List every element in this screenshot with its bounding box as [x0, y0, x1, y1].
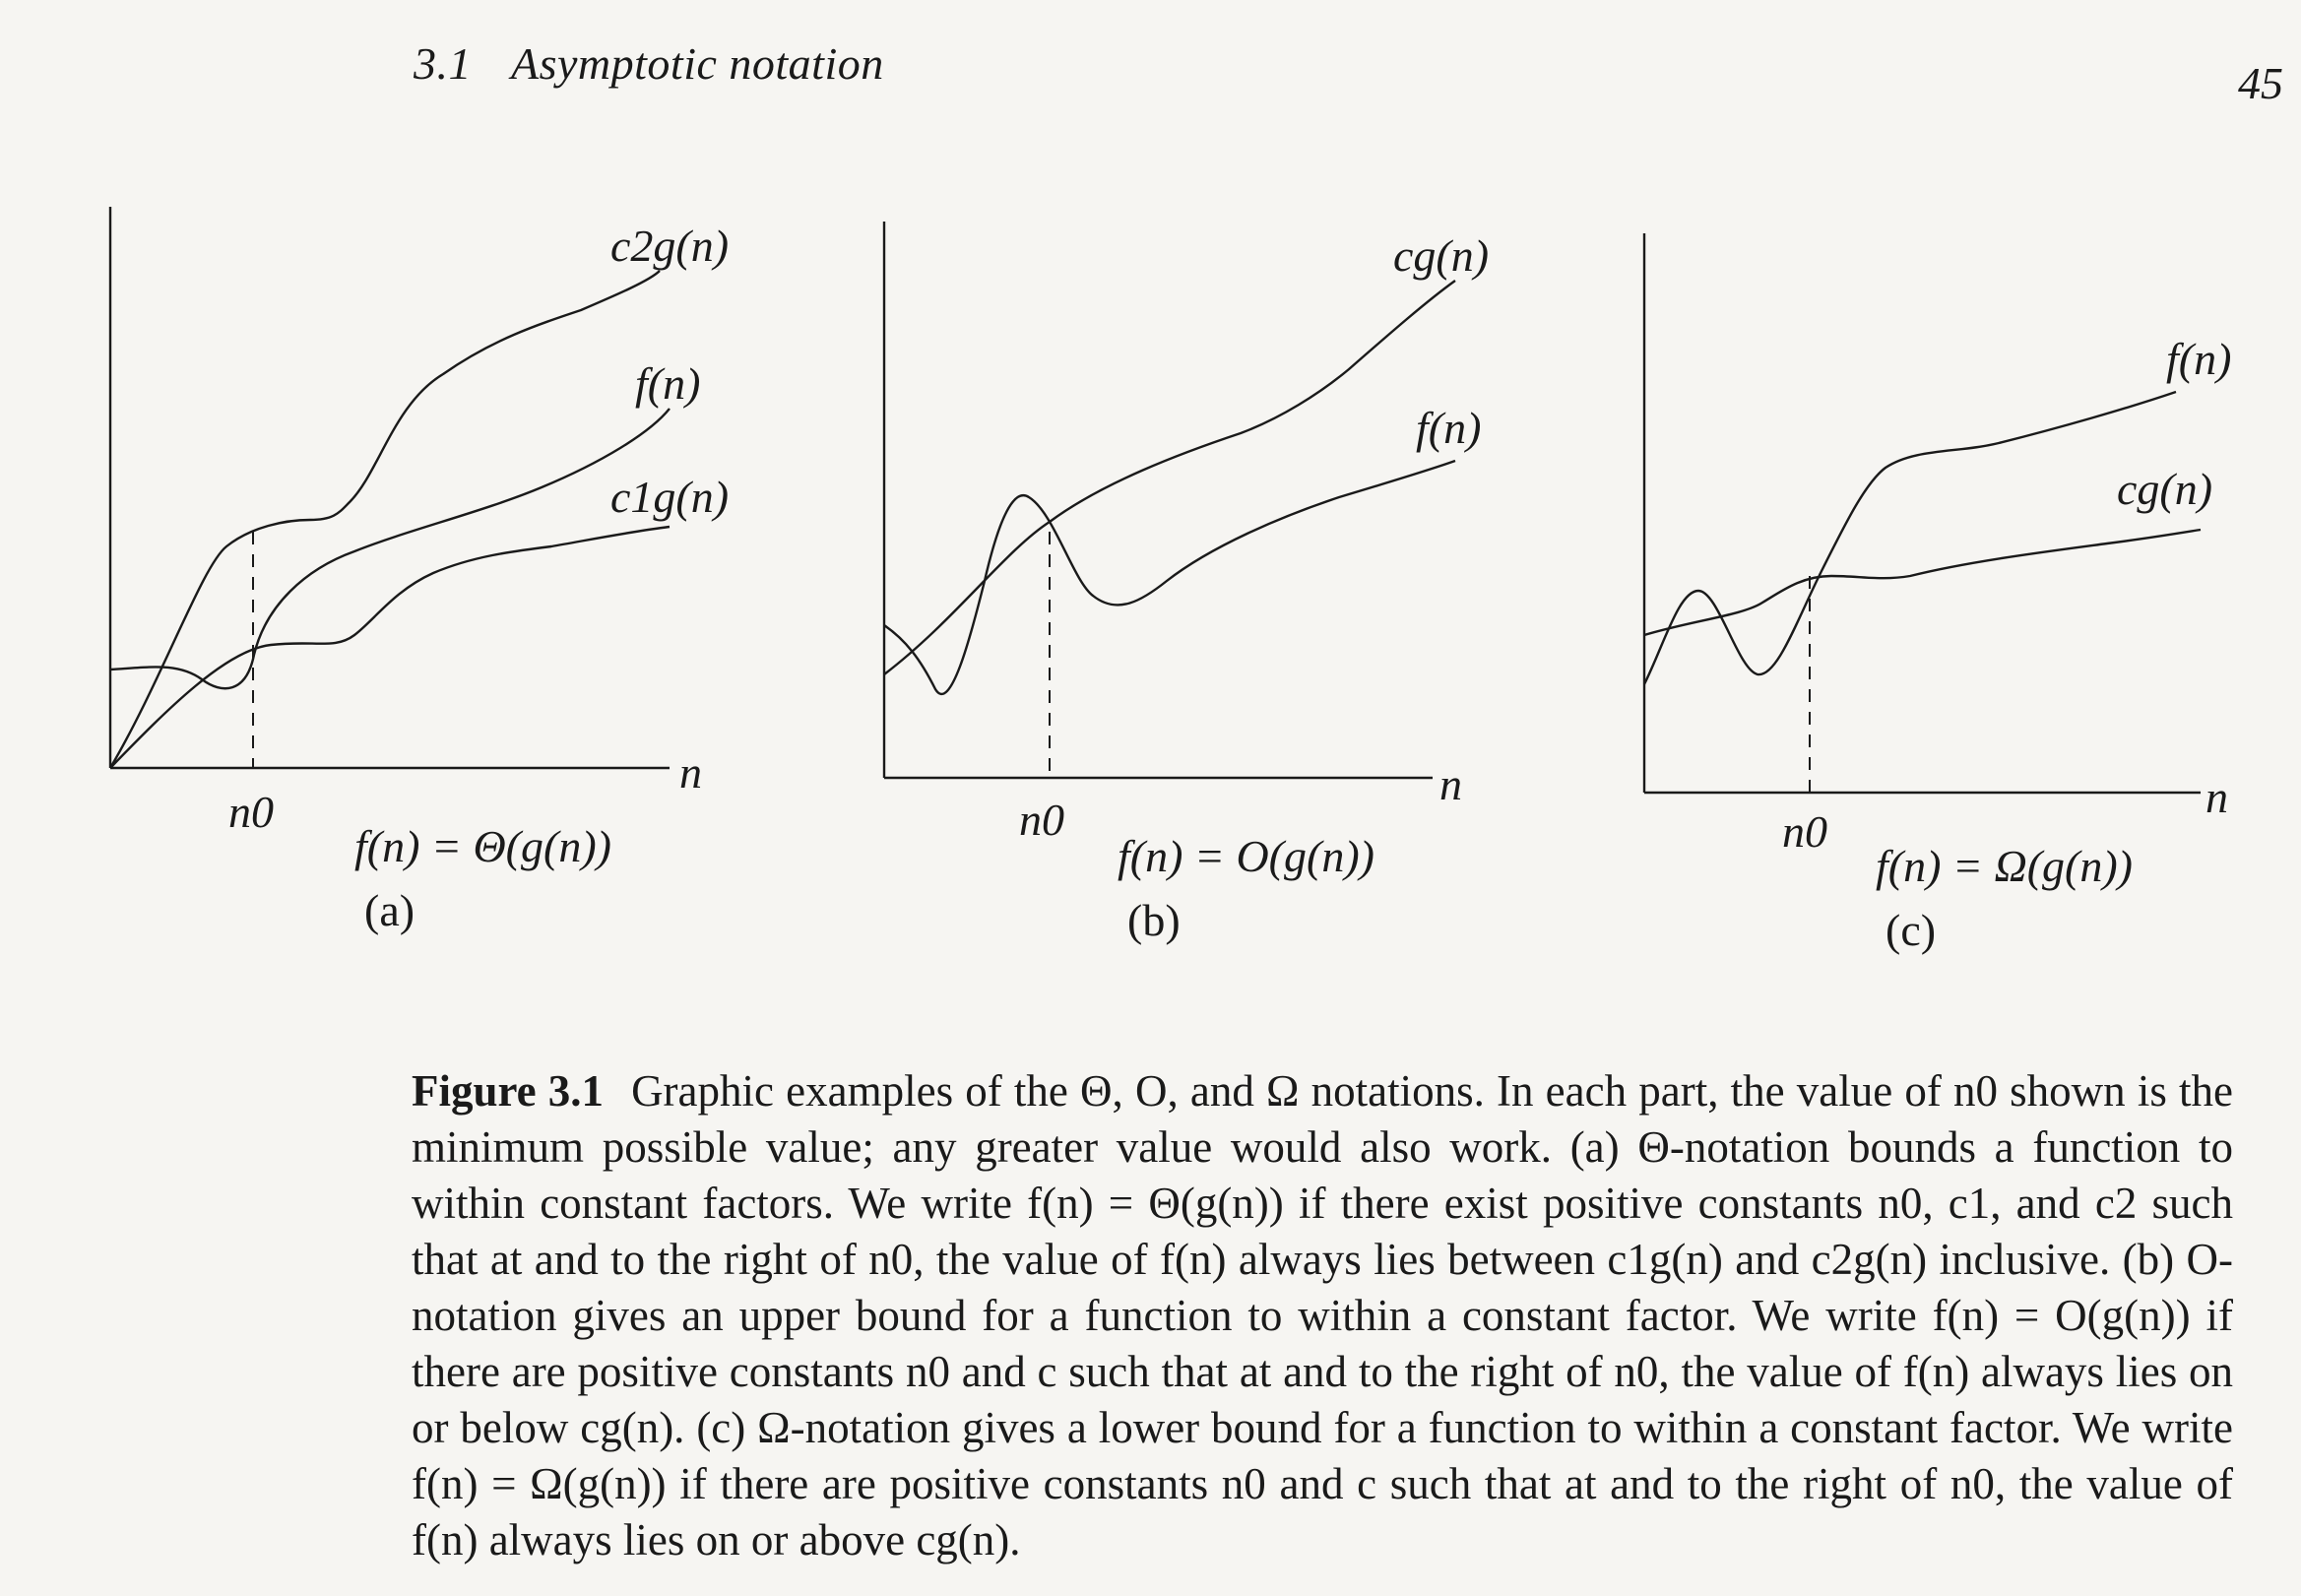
caption-text: Graphic examples of the Θ, O, and Ω nota…: [412, 1066, 2233, 1564]
panel-c-x-label: n: [2205, 772, 2228, 822]
panel-b-part-label: (b): [1127, 895, 1181, 945]
panel-c-label-f: f(n): [2166, 334, 2231, 384]
panel-b-n0-label: n0: [1019, 795, 1064, 845]
panel-c-curve-cg: [1643, 528, 2202, 637]
panel-c-part-label: (c): [1886, 905, 1936, 955]
panel-a: [108, 207, 671, 770]
figure-caption: Figure 3.1 Graphic examples of the Θ, O, …: [412, 1063, 2233, 1568]
panel-b-relation: f(n) = O(g(n)): [1118, 831, 1374, 881]
panel-a-x-label: n: [679, 747, 702, 798]
panel-a-part-label: (a): [364, 885, 415, 935]
panel-c-curve-f: [1642, 390, 2177, 685]
panel-a-label-c1g: c1g(n): [610, 472, 729, 522]
panel-a-n0-label: n0: [228, 787, 274, 837]
section-number: 3.1: [414, 38, 472, 89]
panel-a-curve-f: [109, 408, 671, 690]
page-number: 45: [2238, 58, 2283, 108]
panel-c-n0-label: n0: [1782, 806, 1827, 857]
running-head: 3.1 Asymptotic notation: [414, 37, 884, 90]
figure-3-1: c2g(n) f(n) c1g(n) n n0 f(n) = Θ(g(n)) (…: [108, 207, 2231, 955]
panel-c: [1642, 233, 2202, 795]
panel-b-label-f: f(n): [1416, 403, 1481, 453]
caption-label: Figure 3.1: [412, 1066, 605, 1116]
panel-b-label-cg: cg(n): [1393, 230, 1489, 281]
panel-b-curve-f: [883, 459, 1456, 696]
panel-a-curve-c2g: [108, 270, 661, 769]
panel-a-label-f: f(n): [635, 358, 700, 409]
panel-b-x-label: n: [1439, 759, 1462, 809]
panel-a-curve-c1g: [109, 525, 671, 769]
panel-b: [882, 222, 1456, 780]
panel-a-label-c2g: c2g(n): [610, 221, 729, 271]
panel-a-relation: f(n) = Θ(g(n)): [354, 821, 611, 871]
panel-b-curve-cg: [883, 280, 1456, 675]
section-title: Asymptotic notation: [511, 38, 884, 89]
panel-c-label-cg: cg(n): [2117, 464, 2212, 514]
panel-c-relation: f(n) = Ω(g(n)): [1876, 841, 2133, 891]
